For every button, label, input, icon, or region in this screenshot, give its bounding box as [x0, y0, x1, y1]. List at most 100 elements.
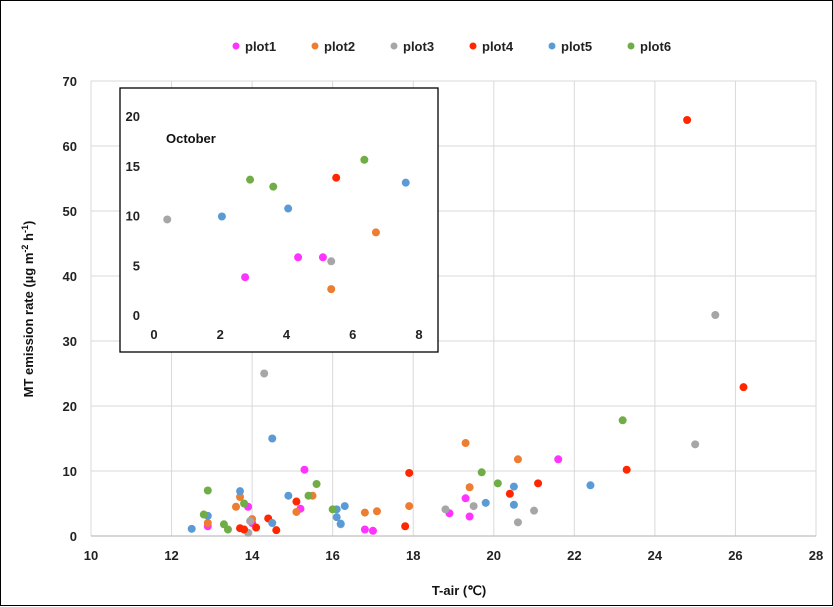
main-grid	[90, 80, 817, 536]
point-plot5	[332, 513, 341, 522]
point-plot2	[292, 507, 301, 516]
inset-x-tick-label: 2	[217, 327, 224, 342]
legend: plot1 plot2 plot3 plot4 plot5 plot6	[232, 39, 671, 54]
legend-marker-plot6	[627, 42, 635, 50]
point-plot5	[509, 482, 518, 491]
point-plot6	[477, 468, 486, 477]
y-tick-label: 30	[63, 334, 77, 349]
x-tick-label: 22	[567, 548, 581, 563]
y-tick-label: 60	[63, 139, 77, 154]
point-plot2	[513, 455, 522, 464]
inset-y-tick-label: 0	[133, 308, 140, 323]
inset-y-tick-label: 20	[126, 109, 140, 124]
point-plot4	[401, 522, 410, 531]
point-plot3	[469, 502, 478, 511]
point-plot3	[441, 505, 450, 514]
point-plot5	[509, 500, 518, 509]
y-tick-label: 10	[63, 464, 77, 479]
point-plot4	[505, 489, 514, 498]
point-plot1	[554, 455, 563, 464]
point-plot3	[711, 311, 720, 319]
point-plot4	[292, 497, 301, 506]
main-points	[187, 116, 748, 537]
y-tick-label: 0	[70, 529, 77, 544]
legend-label-plot6: plot6	[640, 39, 671, 54]
inset-point-plot3	[163, 215, 172, 224]
inset-x-tick-label: 6	[349, 327, 356, 342]
y-tick-label: 20	[63, 399, 77, 414]
point-plot4	[622, 465, 631, 474]
point-plot5	[481, 498, 490, 507]
point-plot6	[304, 491, 313, 500]
y-axis-label-end: )	[21, 221, 36, 225]
point-plot2	[465, 483, 474, 492]
point-plot2	[360, 508, 369, 517]
y-axis-label-sup2: -1	[20, 225, 30, 233]
x-tick-label: 12	[164, 548, 178, 563]
point-plot4	[739, 383, 748, 392]
legend-label-plot4: plot4	[482, 39, 514, 54]
point-plot2	[405, 502, 414, 511]
inset-point-plot2	[327, 285, 336, 294]
inset-point-plot6	[360, 155, 369, 164]
point-plot4	[534, 479, 543, 488]
point-plot6	[223, 525, 232, 534]
x-tick-label: 24	[648, 548, 663, 563]
y-axis-label-mid: h	[21, 233, 36, 245]
y-axis-label-sup1: -2	[20, 245, 30, 253]
point-plot2	[232, 502, 240, 511]
point-plot5	[340, 502, 349, 511]
y-tick-label: 50	[63, 204, 77, 219]
inset-x-tick-label: 0	[150, 327, 157, 342]
point-plot2	[203, 519, 212, 527]
x-tick-label: 26	[728, 548, 742, 563]
inset-point-plot2	[371, 228, 380, 237]
point-plot4	[240, 525, 249, 534]
point-plot6	[618, 416, 627, 425]
point-plot3	[691, 440, 700, 449]
inset-point-plot5	[217, 212, 226, 221]
x-tick-label: 20	[487, 548, 501, 563]
point-plot6	[240, 499, 249, 508]
point-plot5	[268, 519, 277, 527]
legend-marker-plot1	[232, 42, 240, 50]
inset-point-plot1	[241, 273, 250, 282]
inset-point-plot1	[318, 253, 327, 262]
point-plot5	[336, 519, 345, 528]
inset-point-plot1	[294, 253, 303, 262]
x-tick-label: 28	[809, 548, 823, 563]
x-tick-label: 10	[84, 548, 98, 563]
point-plot2	[461, 439, 470, 448]
inset-point-plot6	[269, 182, 278, 191]
inset-x-tick-label: 4	[283, 327, 291, 342]
inset-points	[163, 155, 410, 294]
x-tick-label: 18	[406, 548, 420, 563]
point-plot6	[493, 479, 502, 488]
point-plot5	[187, 524, 196, 533]
inset-y-tick-label: 10	[126, 209, 140, 224]
point-plot2	[372, 507, 381, 516]
point-plot5	[586, 481, 595, 490]
y-tick-label: 40	[63, 269, 77, 284]
inset-y-tick-label: 15	[126, 159, 140, 174]
x-tick-label: 16	[325, 548, 339, 563]
x-axis-label: T-air (℃)	[432, 583, 486, 598]
point-plot4	[405, 468, 414, 477]
point-plot6	[199, 510, 208, 519]
point-plot3	[246, 517, 255, 526]
point-plot5	[284, 491, 293, 500]
y-axis-label-main: MT emission rate (µg m	[21, 253, 36, 398]
legend-label-plot3: plot3	[403, 39, 434, 54]
point-plot2	[236, 493, 245, 501]
legend-marker-plot3	[390, 42, 398, 50]
inset-chart: 0 2 4 6 8 0 5 10 15 20 October	[119, 87, 439, 353]
inset-x-tick-label: 8	[415, 327, 422, 342]
inset-frame	[119, 87, 439, 353]
legend-marker-plot2	[311, 42, 319, 50]
point-plot3	[530, 506, 539, 515]
inset-point-plot5	[401, 178, 410, 187]
point-plot1	[461, 494, 470, 503]
